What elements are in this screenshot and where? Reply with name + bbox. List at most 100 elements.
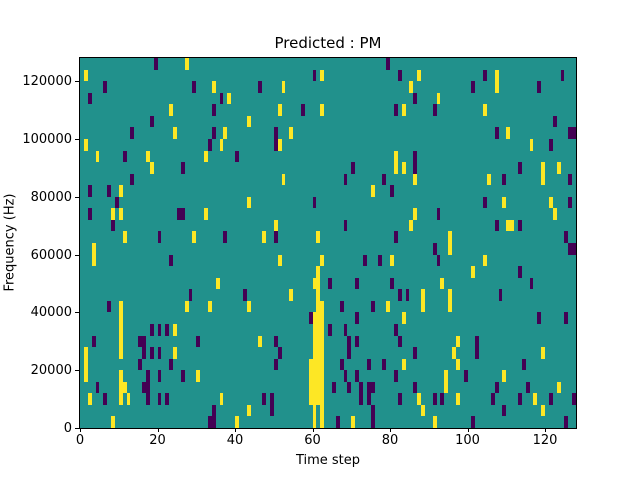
heatmap-cell [316, 370, 321, 382]
heatmap-cell [211, 416, 216, 428]
heatmap-cell [471, 266, 476, 278]
heatmap-cell [173, 347, 177, 359]
heatmap-cell [149, 115, 154, 128]
heatmap-cell [440, 277, 445, 290]
heatmap-cell [308, 393, 313, 405]
heatmap-cell [316, 277, 321, 290]
heatmap-cell [308, 381, 313, 394]
heatmap-cell [316, 266, 321, 278]
heatmap-cell [475, 347, 480, 359]
heatmap-cell [246, 300, 251, 313]
heatmap-cell [393, 323, 398, 336]
heatmap-cell [510, 219, 514, 232]
heatmap-cell [494, 219, 499, 232]
heatmap-cell [355, 312, 359, 324]
heatmap-cell [390, 185, 394, 197]
heatmap-cell [560, 69, 565, 82]
heatmap-cell [103, 393, 108, 405]
heatmap-cell [417, 69, 421, 82]
heatmap-cell [413, 150, 418, 163]
heatmap-cell [401, 312, 406, 324]
y-tick-label: 120000 [22, 74, 72, 90]
heatmap-cell [556, 162, 561, 174]
heatmap-cell [211, 104, 216, 116]
heatmap-cell [312, 393, 317, 405]
heatmap-cell [289, 127, 294, 139]
heatmap-cell [413, 173, 418, 186]
heatmap-cell [273, 335, 278, 348]
y-tick-label: 100000 [22, 131, 72, 147]
heatmap-cell [351, 162, 356, 174]
heatmap-cell [308, 358, 313, 371]
heatmap-cell [556, 381, 561, 394]
heatmap-cell [118, 185, 123, 197]
heatmap-cell [471, 416, 476, 428]
heatmap-cell [145, 381, 150, 394]
heatmap-cell [494, 69, 499, 82]
heatmap-cell [316, 312, 321, 324]
heatmap-cell [351, 416, 356, 428]
heatmap-cell [533, 393, 538, 405]
heatmap-cell [122, 231, 127, 243]
y-tick [75, 254, 79, 256]
heatmap-cell [568, 127, 573, 139]
heatmap-cell [386, 300, 390, 313]
heatmap-cell [316, 393, 321, 405]
heatmap-cell [169, 358, 173, 371]
heatmap-cell [118, 393, 123, 405]
heatmap-cell [118, 312, 123, 324]
heatmap-cell [188, 289, 193, 301]
heatmap-cell [211, 81, 216, 93]
heatmap-cell [149, 347, 154, 359]
heatmap-cell [483, 69, 487, 82]
y-tick [75, 428, 79, 429]
heatmap-cell [95, 150, 100, 163]
heatmap-cell [320, 416, 325, 428]
heatmap-cell [320, 104, 325, 116]
heatmap-cell [370, 404, 375, 417]
heatmap-cell [355, 277, 359, 290]
heatmap-cell [235, 150, 239, 163]
heatmap-cell [157, 393, 162, 405]
heatmap-cell [204, 150, 208, 163]
heatmap-cell [107, 300, 111, 313]
heatmap-cell [452, 347, 456, 359]
heatmap-cell [149, 162, 154, 174]
heatmap-cell [235, 416, 239, 428]
heatmap-cell [328, 323, 332, 336]
heatmap-cell [339, 300, 344, 313]
heatmap-cell [397, 289, 402, 301]
heatmap-cell [87, 185, 92, 197]
heatmap-cell [312, 196, 317, 209]
heatmap-cell [397, 69, 402, 82]
heatmap-cell [149, 323, 154, 336]
y-tick [75, 312, 79, 314]
heatmap-cell [455, 393, 460, 405]
heatmap-cell [502, 173, 507, 186]
heatmap-cell [548, 196, 553, 209]
heatmap-cell [382, 358, 387, 371]
heatmap-cell [413, 381, 418, 394]
y-tick-label: 0 [63, 421, 72, 436]
heatmap-cell [397, 393, 402, 405]
heatmap-cell [541, 404, 545, 417]
heatmap-cell [471, 81, 476, 93]
heatmap-cell [273, 231, 278, 243]
x-tick-label: 100 [455, 433, 480, 448]
heatmap-cell [273, 219, 278, 232]
heatmap-cell [204, 208, 208, 220]
heatmap-cell [180, 370, 185, 382]
heatmap-cell [165, 393, 170, 405]
heatmap-cell [355, 370, 359, 382]
heatmap-cell [343, 219, 348, 232]
y-tick [75, 196, 79, 198]
heatmap-cell [308, 312, 313, 324]
heatmap-cell [541, 173, 545, 186]
heatmap-cell [138, 358, 142, 371]
heatmap-cell [312, 277, 317, 290]
heatmap-cell [444, 370, 449, 382]
heatmap-cell [366, 381, 371, 394]
heatmap-cell [572, 243, 576, 255]
x-tick [390, 428, 391, 432]
heatmap-cell [312, 347, 317, 359]
